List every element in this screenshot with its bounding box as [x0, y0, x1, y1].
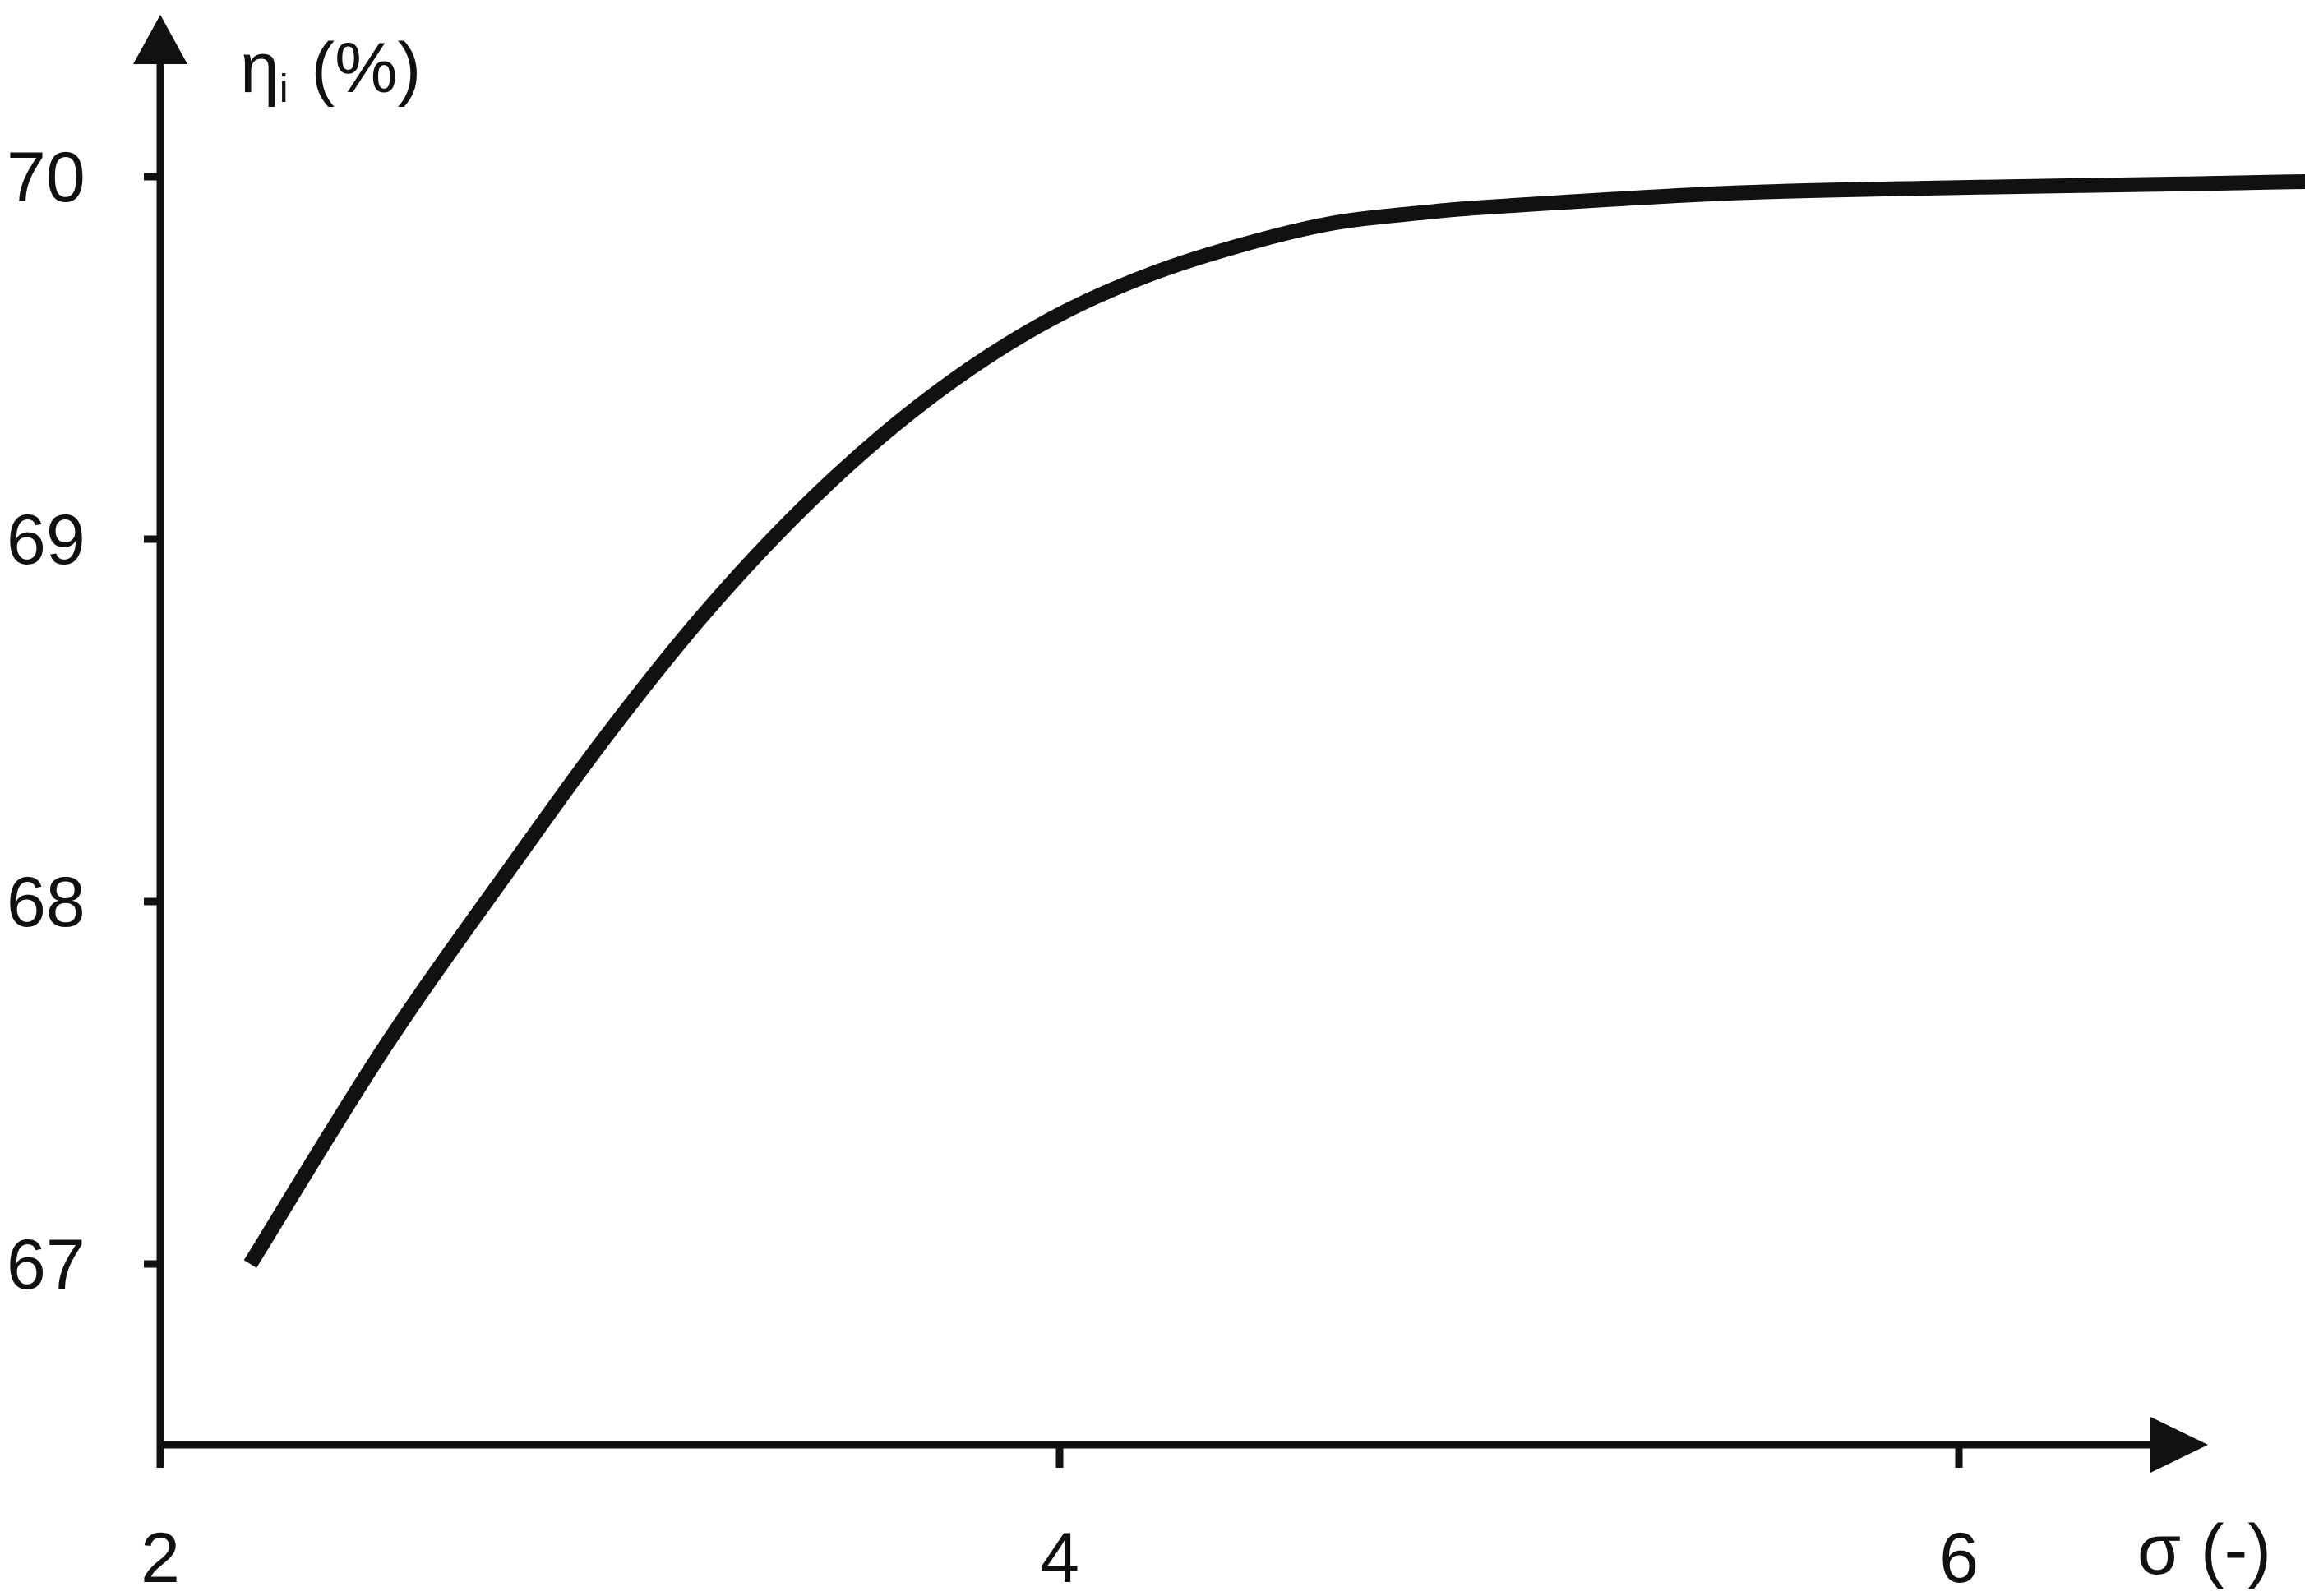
x-tick-label: 4	[1040, 1519, 1079, 1596]
y-tick-label: 67	[7, 1225, 85, 1304]
x-tick-label: 2	[141, 1519, 180, 1596]
y-tick-label: 68	[7, 863, 85, 942]
series-layer	[243, 173, 2305, 1268]
y-tick-label: 70	[7, 138, 85, 217]
x-ticks: 246810	[141, 1445, 1979, 1596]
x-axis-arrow-icon	[2150, 1417, 2208, 1473]
x-axis-label: σ (-)	[2137, 1511, 2271, 1589]
y-axis-label-subscript: i	[279, 67, 289, 111]
y-tick-label: 69	[7, 500, 85, 579]
y-axis-label: ηi (%)	[240, 29, 421, 111]
y-axis-label-unit: (%)	[312, 29, 422, 108]
y-ticks: 67 68 69 70	[7, 138, 160, 1304]
y-axis-label-symbol: η	[240, 29, 279, 108]
y-axis-arrow-icon	[133, 15, 187, 64]
series-line-0	[243, 173, 2305, 1268]
x-tick-label: 6	[1939, 1519, 1979, 1596]
